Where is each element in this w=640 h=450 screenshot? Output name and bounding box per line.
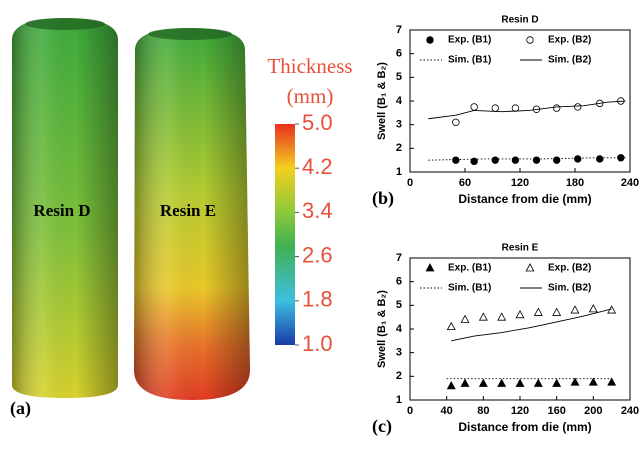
y-tick-label: 5 xyxy=(396,299,402,311)
chart-title: Resin E xyxy=(502,243,539,254)
y-tick-label: 3 xyxy=(396,119,402,131)
chart-title: Resin D xyxy=(501,15,538,26)
y-tick-label: 6 xyxy=(396,48,402,60)
marker xyxy=(533,157,540,164)
colorbar-tick-label: 1.0 xyxy=(302,331,333,356)
y-tick-label: 7 xyxy=(396,252,402,264)
y-axis-label: Swell (B₁ & B₂) xyxy=(376,290,388,368)
page: {"panel_a": {"label": "(a)", "resin_labe… xyxy=(0,0,640,450)
legend-marker xyxy=(527,37,534,44)
panel-label: (a) xyxy=(10,398,31,419)
x-tick-label: 80 xyxy=(477,405,489,417)
marker xyxy=(553,157,560,164)
marker xyxy=(461,379,469,386)
y-tick-label: 5 xyxy=(396,71,402,83)
marker xyxy=(516,311,524,318)
marker xyxy=(498,379,506,386)
figure: Resin D Resin E Thickness (mm) (a) 1.01.… xyxy=(0,0,640,450)
panel-label: (b) xyxy=(372,188,394,209)
marker xyxy=(574,156,581,163)
marker xyxy=(512,157,519,164)
x-axis-label: Distance from die (mm) xyxy=(458,192,591,206)
resin-label: Resin E xyxy=(160,201,216,220)
marker xyxy=(590,378,598,385)
x-tick-label: 40 xyxy=(441,405,453,417)
colorbar xyxy=(275,124,295,345)
x-tick-label: 60 xyxy=(459,177,471,189)
panel-label: (c) xyxy=(372,416,392,437)
marker xyxy=(512,105,519,112)
legend-label: Exp. (B1) xyxy=(448,263,491,274)
marker xyxy=(553,308,561,315)
y-tick-label: 4 xyxy=(396,95,403,107)
marker xyxy=(590,305,598,312)
y-tick-label: 2 xyxy=(396,142,402,154)
marker xyxy=(447,323,455,330)
x-tick-label: 120 xyxy=(511,177,529,189)
x-tick-label: 0 xyxy=(407,177,413,189)
x-tick-label: 120 xyxy=(511,405,529,417)
legend-label: Sim. (B2) xyxy=(548,283,591,294)
colorbar-tick-label: 5.0 xyxy=(302,110,333,135)
x-tick-label: 180 xyxy=(566,177,584,189)
y-tick-label: 1 xyxy=(396,166,402,178)
marker xyxy=(492,105,499,112)
marker xyxy=(492,157,499,164)
legend-marker xyxy=(427,37,434,44)
marker xyxy=(453,119,460,126)
series-line xyxy=(428,101,625,119)
x-axis-label: Distance from die (mm) xyxy=(458,420,591,434)
y-tick-label: 7 xyxy=(396,24,402,36)
legend-marker xyxy=(526,264,534,271)
y-tick-label: 3 xyxy=(396,347,402,359)
resin-label: Resin D xyxy=(33,201,90,220)
legend-label: Sim. (B2) xyxy=(548,55,591,66)
legend-label: Exp. (B2) xyxy=(548,263,591,274)
marker xyxy=(608,378,616,385)
colorbar-ticks: 1.0 1.8 2.6 3.4 4.2 5.0 xyxy=(295,110,333,356)
marker xyxy=(574,104,581,111)
y-tick-label: 4 xyxy=(396,323,403,335)
marker xyxy=(461,316,469,323)
colorbar-tick-label: 3.4 xyxy=(302,198,333,223)
x-tick-label: 240 xyxy=(621,405,639,417)
x-tick-label: 240 xyxy=(621,177,639,189)
y-axis-label: Swell (B₁ & B₂) xyxy=(376,62,388,140)
marker xyxy=(553,105,560,112)
x-tick-label: 0 xyxy=(407,405,413,417)
colorbar-tick-label: 2.6 xyxy=(302,242,333,267)
marker xyxy=(571,306,579,313)
marker xyxy=(535,308,543,315)
charts: Resin D Distance from die (mm) (b) Swell (B… xyxy=(372,15,639,437)
series-line xyxy=(451,309,611,341)
marker xyxy=(553,379,561,386)
legend-label: Sim. (B1) xyxy=(448,283,491,294)
marker xyxy=(480,379,488,386)
colorbar-tick-label: 1.8 xyxy=(302,287,333,312)
legend-marker xyxy=(426,264,434,271)
y-tick-label: 2 xyxy=(396,370,402,382)
colorbar-tick-label: 4.2 xyxy=(302,154,333,179)
legend-label: Exp. (B1) xyxy=(448,35,491,46)
marker xyxy=(498,313,506,320)
y-tick-label: 1 xyxy=(396,394,402,406)
marker xyxy=(516,379,524,386)
marker xyxy=(453,157,460,164)
marker xyxy=(596,156,603,163)
colorbar-title: Thickness xyxy=(267,54,352,78)
legend-label: Sim. (B1) xyxy=(448,55,491,66)
y-tick-label: 6 xyxy=(396,276,402,288)
marker xyxy=(471,104,478,111)
x-tick-label: 200 xyxy=(584,405,602,417)
legend-label: Exp. (B2) xyxy=(548,35,591,46)
colorbar-title: (mm) xyxy=(287,84,334,108)
marker xyxy=(480,313,488,320)
marker xyxy=(535,379,543,386)
x-tick-label: 160 xyxy=(547,405,565,417)
marker xyxy=(571,378,579,385)
marker xyxy=(447,382,455,389)
